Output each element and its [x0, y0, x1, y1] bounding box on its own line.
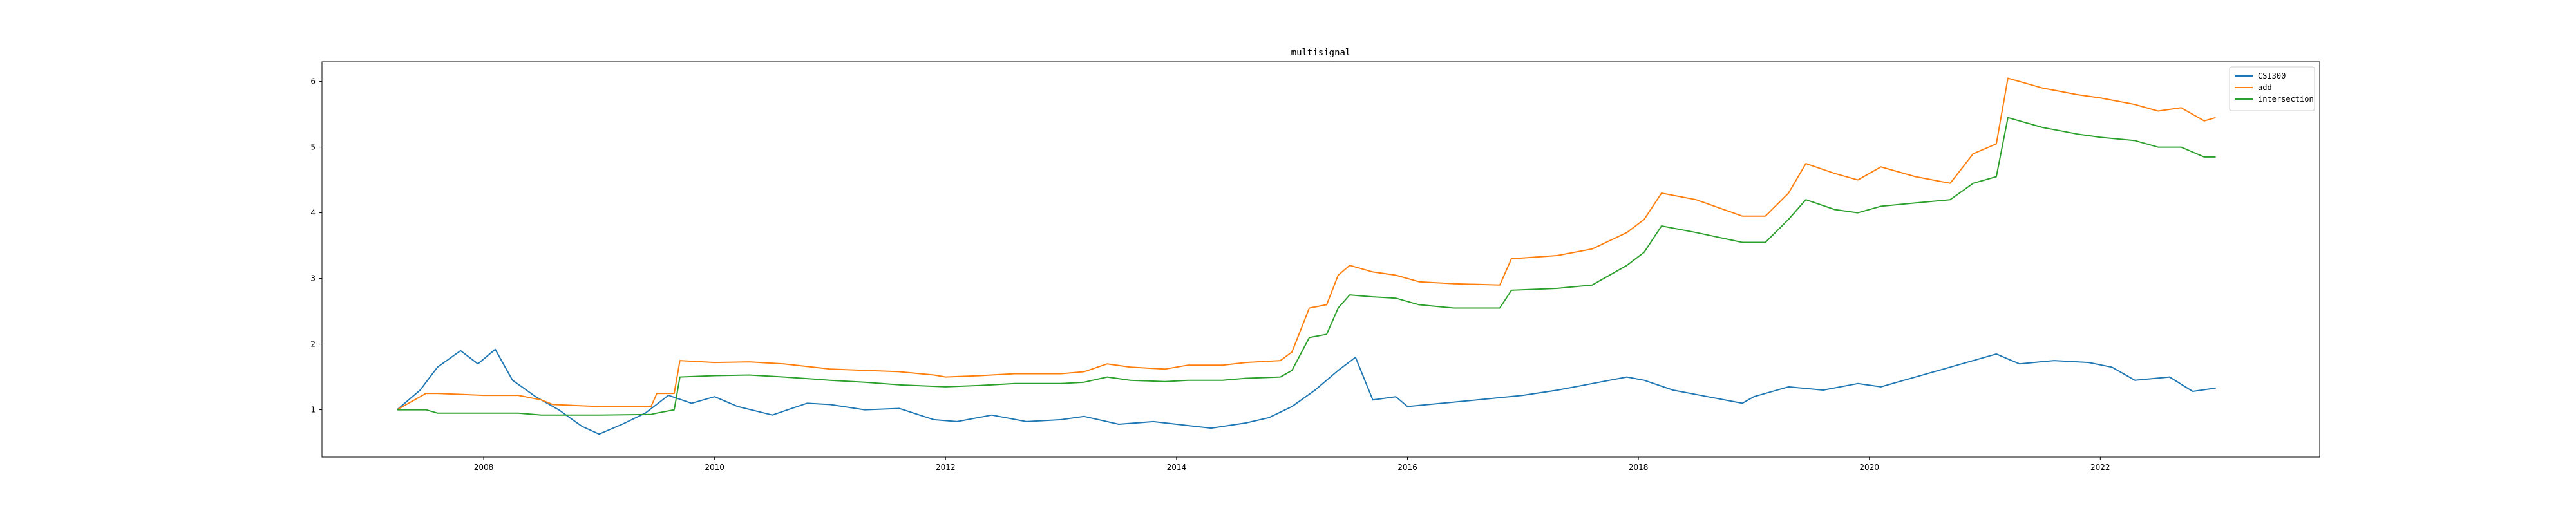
x-tick-label: 2012 — [936, 463, 956, 472]
y-tick-label: 2 — [310, 340, 316, 349]
series-line-intersection — [397, 117, 2216, 416]
legend: CSI300 add intersection — [2229, 66, 2315, 111]
legend-label: CSI300 — [2258, 71, 2286, 80]
series-line-csi300 — [396, 348, 2216, 435]
y-tick-label: 6 — [310, 77, 316, 86]
x-tick-label: 2008 — [474, 463, 494, 472]
legend-label: intersection — [2258, 95, 2314, 104]
x-tick-label: 2022 — [2090, 463, 2110, 472]
plot-frame — [321, 61, 2320, 458]
x-tick-label: 2020 — [1859, 463, 1879, 472]
x-tick-label: 2016 — [1397, 463, 1417, 472]
y-tick-label: 1 — [310, 406, 316, 415]
x-tick-label: 2014 — [1167, 463, 1187, 472]
y-tick-label: 4 — [310, 209, 316, 218]
series-line-add — [397, 77, 2216, 411]
legend-label: add — [2258, 83, 2272, 92]
chart-title: multisignal — [1291, 48, 1351, 58]
series-layer — [396, 77, 2216, 435]
y-tick-label: 3 — [310, 274, 316, 283]
x-tick-label: 2010 — [705, 463, 724, 472]
axes-layer: 2008 2010 2012 2014 2016 2018 2020 2022 1 2 3 4 5 6 — [310, 77, 2110, 472]
y-tick-label: 5 — [310, 143, 316, 152]
x-tick-label: 2018 — [1629, 463, 1649, 472]
